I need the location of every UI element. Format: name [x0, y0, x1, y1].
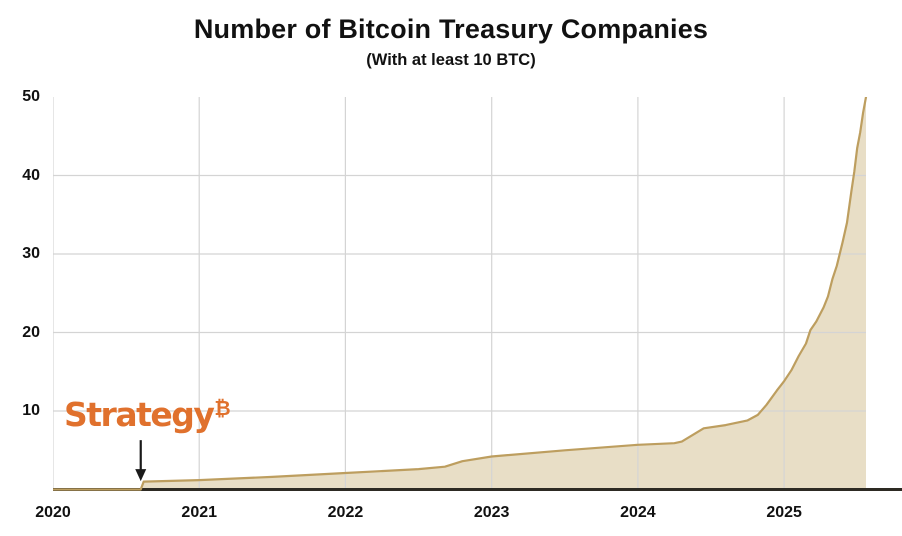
x-tick-label: 2022 [327, 504, 364, 521]
x-tick-label: 2024 [620, 504, 656, 521]
y-tick-label: 10 [22, 402, 40, 419]
annotation-arrow-head [135, 469, 147, 482]
x-tick-label: 2025 [766, 504, 802, 521]
strategy-logo: Strategy₿ [64, 395, 231, 434]
y-tick-label: 40 [22, 166, 40, 184]
strategy-logo-text: Strategy [64, 395, 215, 434]
chart-title: Number of Bitcoin Treasury Companies [193, 14, 709, 44]
series-line [53, 97, 868, 491]
x-tick-label: 2023 [473, 504, 510, 521]
series-area [53, 97, 866, 490]
y-tick-label: 20 [22, 323, 40, 341]
x-tick-label: 2020 [35, 504, 71, 521]
x-tick-label: 2021 [181, 504, 218, 521]
y-tick-label: 30 [22, 245, 40, 262]
chart-subtitle: (With at least 10 BTC) [366, 51, 536, 69]
bitcoin-sign-icon: ₿ [214, 396, 231, 420]
y-tick-label: 50 [22, 88, 40, 105]
plot-area [53, 97, 902, 491]
